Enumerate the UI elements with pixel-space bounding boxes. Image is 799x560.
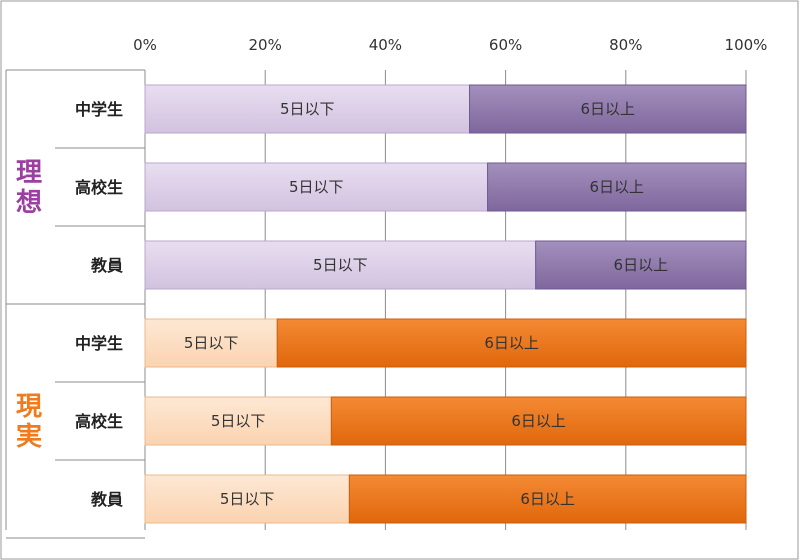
x-tick-label: 20%	[249, 36, 282, 54]
segment-label: 6日以上	[511, 412, 566, 430]
group-label-char: 実	[16, 421, 42, 452]
segment-label: 5日以下	[211, 412, 266, 430]
segment-label: 6日以上	[580, 100, 635, 118]
bar-segment	[276, 318, 747, 368]
x-tick-label: 80%	[609, 36, 642, 54]
bar-segment	[330, 396, 747, 446]
x-tick-label: 40%	[369, 36, 402, 54]
x-tick-labels: 0% 20% 40% 60% 80% 100%	[133, 36, 767, 54]
segment-label: 5日以下	[289, 178, 344, 196]
category-label: 中学生	[75, 100, 123, 119]
bar-segment	[144, 474, 350, 524]
bar-segment	[144, 240, 537, 290]
x-tick-label: 100%	[725, 36, 768, 54]
group-label-char: 現	[16, 392, 42, 422]
segment-label: 6日以上	[614, 256, 669, 274]
gridlines	[5, 69, 747, 539]
group-label-char: 理	[16, 158, 42, 188]
segment-label: 6日以上	[484, 334, 539, 352]
bar-segment	[535, 240, 747, 290]
x-tick-label: 0%	[133, 36, 157, 54]
category-label: 中学生	[75, 334, 123, 353]
bar-segment	[144, 396, 332, 446]
segment-label: 5日以下	[184, 334, 239, 352]
bar-segment	[487, 162, 747, 212]
x-tick-label: 60%	[489, 36, 522, 54]
segment-label: 6日以上	[520, 490, 575, 508]
segment-label: 5日以下	[220, 490, 275, 508]
category-label: 高校生	[75, 412, 123, 431]
segment-label: 6日以上	[590, 178, 645, 196]
category-label: 教員	[91, 490, 123, 509]
bar-segment	[469, 84, 747, 134]
category-label: 高校生	[75, 178, 123, 197]
bar-segment	[144, 162, 489, 212]
bar-segment	[348, 474, 747, 524]
group-label-char: 想	[16, 188, 42, 218]
category-label: 教員	[91, 256, 123, 275]
segment-label: 5日以下	[280, 100, 335, 118]
segment-label: 5日以下	[313, 256, 368, 274]
